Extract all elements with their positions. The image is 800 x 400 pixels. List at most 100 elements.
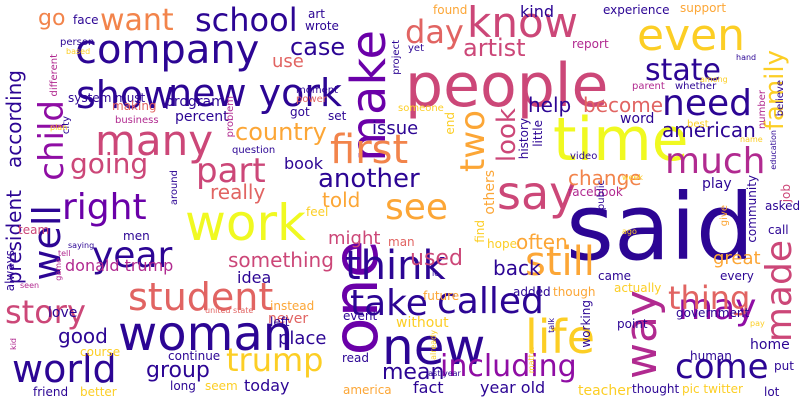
word-wrote: wrote [305, 19, 339, 33]
word-though: though [553, 285, 596, 299]
word-set: set [328, 109, 347, 123]
word-see: see [385, 187, 449, 228]
word-based: based [66, 47, 91, 56]
word-new: new [382, 318, 486, 376]
word-instead: instead [270, 299, 315, 313]
word-lot: lot [764, 385, 780, 399]
word-every: every [720, 269, 754, 283]
word-go: go [38, 6, 66, 31]
word-trump: trump [226, 341, 324, 379]
word-making: making [112, 99, 157, 113]
word-history: history [517, 118, 531, 160]
word-talk: talk [547, 318, 556, 333]
word-men: men [123, 229, 150, 243]
word-actually: actually [614, 281, 662, 295]
word-going: going [70, 147, 149, 180]
word-course: course [80, 345, 121, 359]
word-parent: parent [632, 81, 665, 92]
word-continue: continue [168, 349, 221, 363]
word-something: something [228, 248, 334, 272]
word-put: put [774, 359, 794, 373]
word-call: call [768, 223, 789, 237]
word-know: know [467, 0, 578, 47]
word-play: play [702, 176, 732, 192]
word-left: left [270, 315, 290, 329]
word-game: game [54, 258, 63, 281]
word-better: better [80, 385, 117, 399]
word-donald-trump: donald trump [65, 256, 174, 275]
word-video: video [570, 151, 598, 162]
word-system: system [68, 91, 112, 105]
word-tell: tell [58, 249, 71, 258]
word-around: around [169, 170, 180, 206]
word-country: country [235, 118, 327, 146]
word-end: end [443, 112, 457, 135]
word-need: need [662, 83, 752, 124]
word-question: question [232, 145, 276, 156]
word-even: even [637, 10, 746, 61]
word-another: another [318, 164, 420, 194]
word-community: community [745, 175, 759, 243]
word-artist: artist [463, 34, 526, 62]
word-must: must [115, 91, 146, 105]
word-man: man [388, 235, 415, 249]
word-project: project [391, 40, 402, 75]
word-education: education [769, 130, 778, 170]
word-hope: hope [487, 237, 517, 251]
word-business: business [115, 115, 159, 126]
word-used: used [410, 246, 463, 271]
word-right: right [62, 187, 147, 228]
word-may: may [678, 287, 757, 328]
word-state: state [645, 53, 721, 88]
word-team: team [18, 223, 50, 237]
word-others: others [482, 170, 498, 215]
word-today: today [244, 376, 290, 395]
word-home: home [750, 337, 790, 353]
word-life: life [525, 310, 596, 364]
word-saying: saying [68, 241, 95, 250]
word-moment: moment [296, 85, 339, 96]
word-read: read [342, 351, 370, 365]
word-percent: percent [175, 109, 229, 125]
word-seen: seen [20, 281, 40, 290]
word-come: come [675, 347, 769, 387]
word-called: called [437, 281, 544, 322]
word-issue: issue [372, 118, 419, 139]
word-whether: whether [675, 81, 717, 92]
word-art: art [308, 7, 325, 21]
word-still: still [525, 239, 595, 285]
word-point: point [617, 317, 648, 331]
word-friend: friend [33, 385, 69, 399]
word-kid: kid [9, 338, 18, 350]
word-last-year: last year [426, 369, 461, 378]
word-part: part [196, 151, 266, 191]
word-including: including [440, 349, 577, 384]
word-day: day [405, 13, 464, 51]
word-case: case [290, 33, 346, 61]
word-story: story [5, 293, 86, 331]
word-love: love [48, 305, 78, 321]
word-give: give [719, 205, 730, 227]
word-pay: pay [750, 319, 765, 328]
word-much: much [665, 141, 766, 182]
word-matter: matter [527, 346, 536, 374]
word-really: really [210, 180, 266, 204]
word-change: change [568, 166, 642, 190]
word-work: work [185, 194, 306, 252]
word-future: future [423, 289, 460, 303]
word-different: different [49, 54, 60, 97]
word-found: found [433, 3, 468, 17]
word-told: told [322, 188, 361, 212]
word-report: report [572, 37, 609, 51]
word-best: best [687, 119, 709, 130]
word-program: program [165, 94, 225, 110]
word-never: never [268, 311, 309, 327]
word-student: student [128, 275, 274, 319]
word-time: time [553, 105, 689, 175]
word-someone: someone [398, 103, 444, 114]
word-america: america [343, 383, 392, 397]
word-year: year [92, 235, 173, 276]
word-many: many [95, 116, 214, 165]
word-pic-twitter: pic twitter [682, 382, 743, 396]
